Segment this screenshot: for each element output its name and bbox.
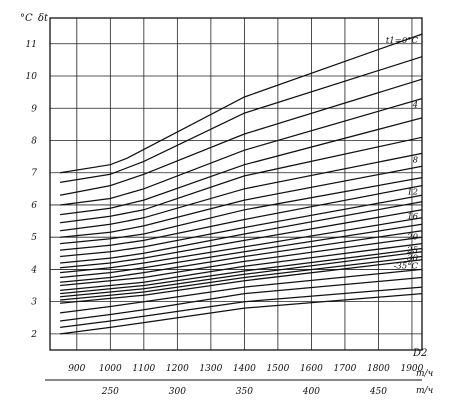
series-line	[59, 78, 423, 196]
series-line	[60, 176, 423, 245]
series-line	[60, 184, 423, 251]
series-line	[60, 259, 423, 304]
x-bottom-unit-label: m/ч	[416, 386, 433, 396]
x-tick-label: 1900	[400, 364, 423, 374]
x-tick-label: 1200	[166, 364, 189, 374]
x-tick-label: 900	[68, 364, 85, 374]
y-tick-label: 2	[30, 330, 37, 340]
series-line	[60, 209, 423, 269]
series-label: 4	[412, 101, 418, 111]
x-secondary-tick-label: 400	[302, 387, 320, 397]
curves	[59, 33, 423, 335]
series-line	[60, 194, 423, 258]
series-line	[60, 56, 423, 184]
series-line	[60, 268, 423, 314]
series-line	[60, 251, 423, 298]
x-tick-label: 1400	[233, 364, 256, 374]
y-tick-label: 8	[31, 136, 37, 146]
y-tick-label: 11	[26, 40, 37, 50]
y-unit-label: °C	[20, 13, 33, 24]
series-line	[60, 242, 423, 292]
y-tick-label: 9	[31, 104, 37, 114]
y-tick-label: 6	[31, 201, 37, 211]
x-tick-label: 1500	[266, 364, 289, 374]
series-line	[60, 97, 423, 206]
series-label: 12	[407, 188, 418, 198]
series-label: t1=0°C	[386, 36, 419, 46]
x-secondary-tick-label: 450	[369, 387, 387, 397]
y-tick-label: 7	[31, 169, 37, 179]
x-axis-symbol: D2	[412, 348, 427, 359]
series-label: 25	[406, 246, 418, 256]
x-tick-label: 1800	[367, 364, 390, 374]
x-tick-label: 1600	[300, 364, 323, 374]
series-label: 20	[406, 233, 418, 243]
series-line	[60, 152, 423, 232]
series-line	[60, 223, 423, 279]
series-line	[60, 217, 423, 274]
y-tick-label: 10	[26, 72, 38, 82]
x-tick-label: 1000	[99, 364, 122, 374]
x-tick-label: 1100	[132, 364, 155, 374]
x-unit-label: m/ч	[416, 369, 433, 379]
series-label: 8	[413, 155, 419, 165]
x-tick-label: 1700	[333, 364, 356, 374]
series-line	[60, 286, 423, 329]
x-tick-label: 1300	[199, 364, 222, 374]
series-line	[60, 276, 423, 322]
tick-labels: 2 3 4 5 6 7 8 9 10 11 900 1000 1100 1200 1300 1400 1500 1…	[26, 40, 424, 397]
series-line	[60, 247, 423, 295]
series-label: 16	[407, 212, 418, 222]
plot-frame	[49, 17, 423, 351]
grid	[45, 17, 423, 381]
series-line	[60, 165, 423, 238]
series-line	[60, 230, 423, 283]
x-secondary-tick-label: 350	[236, 387, 253, 397]
series-line	[60, 236, 423, 287]
series-line	[60, 33, 423, 174]
series-label: 30	[407, 254, 418, 264]
series-line	[60, 117, 423, 216]
series-line	[60, 255, 423, 301]
y-axis-symbol: δt	[38, 13, 49, 24]
series-line	[60, 201, 423, 264]
y-tick-label: 4	[30, 265, 37, 275]
x-secondary-tick-label: 300	[169, 387, 186, 397]
series-label: -35°C	[394, 262, 419, 272]
series-line	[60, 292, 423, 335]
y-tick-label: 5	[31, 233, 37, 243]
x-secondary-tick-label: 250	[101, 387, 119, 397]
series-line	[60, 136, 423, 224]
y-tick-label: 3	[31, 298, 37, 308]
